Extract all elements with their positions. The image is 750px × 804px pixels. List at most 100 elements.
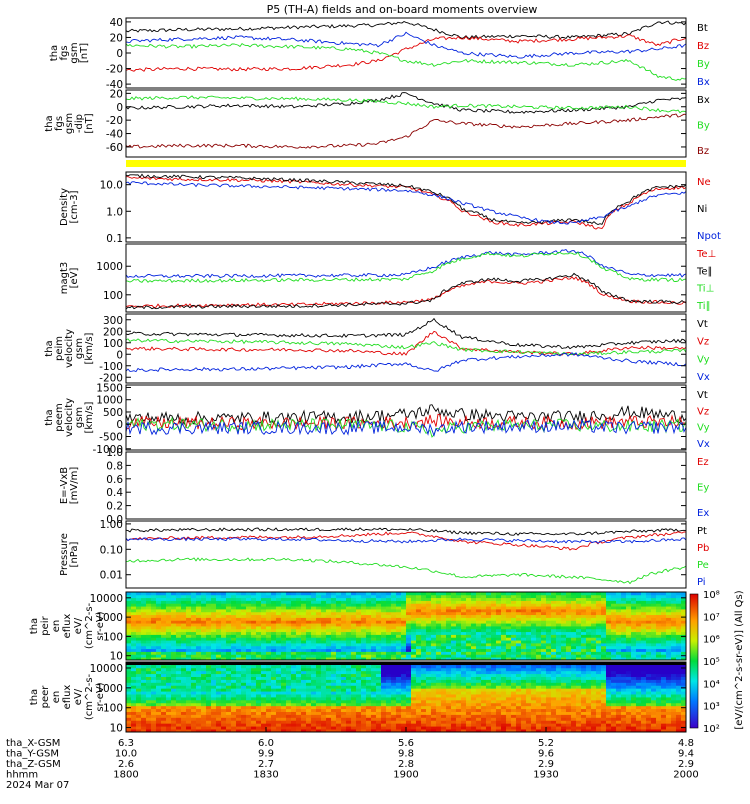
- spectrogram-cell: [521, 652, 526, 655]
- spectrogram-cell: [176, 649, 181, 652]
- spectrogram-cell: [271, 652, 276, 655]
- spectrogram-cell: [271, 654, 276, 657]
- y-tick-label: 200: [103, 326, 123, 338]
- spectrogram-cell: [211, 615, 216, 618]
- spectrogram-cell: [561, 654, 566, 657]
- spectrogram-cell: [381, 626, 386, 629]
- spectrogram-cell: [566, 615, 571, 618]
- spectrogram-cell: [211, 598, 216, 601]
- spectrogram-cell: [251, 601, 256, 604]
- spectrogram-cell: [301, 674, 306, 677]
- spectrogram-cell: [201, 697, 206, 700]
- spectrogram-cell: [506, 635, 511, 638]
- spectrogram-cell: [136, 649, 141, 652]
- spectrogram-cell: [336, 697, 341, 700]
- spectrogram-cell: [421, 715, 426, 718]
- spectrogram-cell: [166, 717, 171, 720]
- legend-entry-Vz: Vz: [697, 337, 709, 348]
- spectrogram-cell: [181, 688, 186, 691]
- spectrogram-cell: [496, 697, 501, 700]
- spectrogram-cell: [161, 671, 166, 674]
- spectrogram-cell: [386, 612, 391, 615]
- spectrogram-cell: [181, 677, 186, 680]
- y-tick-label: 300: [103, 315, 123, 327]
- spectrogram-cell: [131, 717, 136, 720]
- spectrogram-cell: [371, 700, 376, 703]
- spectrogram-cell: [596, 646, 601, 649]
- spectrogram-cell: [351, 674, 356, 677]
- spectrogram-cell: [326, 623, 331, 626]
- spectrogram-cell: [131, 623, 136, 626]
- spectrogram-cell: [276, 703, 281, 706]
- spectrogram-cell: [446, 697, 451, 700]
- spectrogram-cell: [306, 618, 311, 621]
- spectrogram-cell: [506, 643, 511, 646]
- spectrogram-cell: [386, 615, 391, 618]
- spectrogram-cell: [521, 629, 526, 632]
- spectrogram-cell: [356, 643, 361, 646]
- spectrogram-cell: [306, 609, 311, 612]
- spectrogram-cell: [151, 665, 156, 668]
- spectrogram-cell: [216, 703, 221, 706]
- spectrogram-cell: [676, 603, 681, 606]
- spectrogram-cell: [426, 665, 431, 668]
- spectrogram-cell: [436, 637, 441, 640]
- spectrogram-cell: [136, 632, 141, 635]
- spectrogram-cell: [676, 601, 681, 604]
- spectrogram-cell: [541, 700, 546, 703]
- spectrogram-cell: [326, 618, 331, 621]
- spectrogram-cell: [406, 694, 411, 697]
- spectrogram-cell: [241, 685, 246, 688]
- spectrogram-cell: [381, 682, 386, 685]
- spectrogram-cell: [271, 635, 276, 638]
- spectrogram-cell: [281, 632, 286, 635]
- spectrogram-cell: [601, 626, 606, 629]
- spectrogram-cell: [211, 715, 216, 718]
- spectrogram-cell: [616, 606, 621, 609]
- spectrogram-cell: [596, 632, 601, 635]
- spectrogram-cell: [596, 595, 601, 598]
- spectrogram-cell: [496, 694, 501, 697]
- spectrogram-cell: [406, 677, 411, 680]
- spectrogram-cell: [166, 632, 171, 635]
- spectrogram-cell: [341, 629, 346, 632]
- spectrogram-cell: [486, 671, 491, 674]
- spectrogram-cell: [231, 654, 236, 657]
- series-line-Vy: [126, 339, 686, 356]
- spectrogram-cell: [541, 668, 546, 671]
- spectrogram-cell: [596, 601, 601, 604]
- spectrogram-cell: [486, 595, 491, 598]
- spectrogram-cell: [421, 601, 426, 604]
- spectrogram-cell: [551, 601, 556, 604]
- spectrogram-cell: [261, 646, 266, 649]
- spectrogram-cell: [491, 623, 496, 626]
- spectrogram-cell: [456, 694, 461, 697]
- spectrogram-cell: [356, 654, 361, 657]
- spectrogram-cell: [141, 609, 146, 612]
- spectrogram-cell: [461, 618, 466, 621]
- spectrogram-cell: [336, 709, 341, 712]
- spectrogram-cell: [261, 703, 266, 706]
- spectrogram-cell: [201, 706, 206, 709]
- spectrogram-cell: [236, 688, 241, 691]
- spectrogram-cell: [241, 723, 246, 726]
- spectrogram-cell: [511, 706, 516, 709]
- spectrogram-cell: [411, 706, 416, 709]
- spectrogram-cell: [156, 654, 161, 657]
- spectrogram-cell: [676, 606, 681, 609]
- spectrogram-cell: [586, 629, 591, 632]
- spectrogram-cell: [281, 709, 286, 712]
- spectrogram-cell: [491, 626, 496, 629]
- spectrogram-cell: [196, 652, 201, 655]
- spectrogram-cell: [131, 700, 136, 703]
- spectrogram-cell: [256, 706, 261, 709]
- spectrogram-cell: [306, 677, 311, 680]
- spectrogram-cell: [516, 646, 521, 649]
- spectrogram-cell: [421, 665, 426, 668]
- spectrogram-cell: [541, 643, 546, 646]
- spectrogram-cell: [131, 720, 136, 723]
- spectrogram-cell: [341, 682, 346, 685]
- spectrogram-cell: [201, 598, 206, 601]
- spectrogram-cell: [461, 601, 466, 604]
- spectrogram-cell: [601, 603, 606, 606]
